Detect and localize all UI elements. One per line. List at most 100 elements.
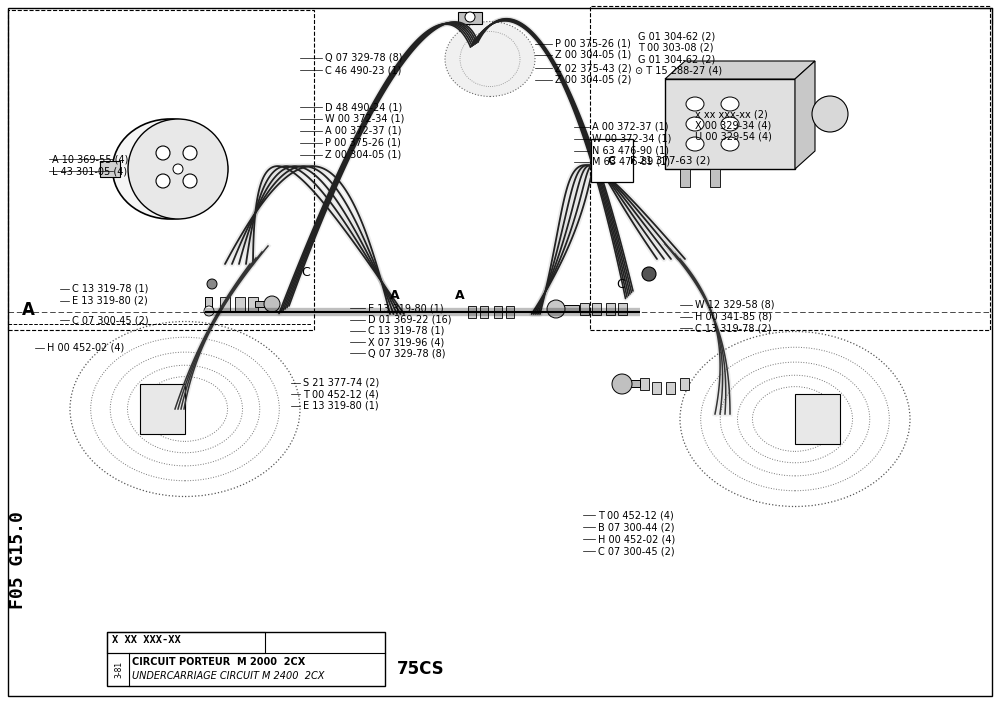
Circle shape xyxy=(465,12,475,22)
Text: A: A xyxy=(455,289,465,302)
Text: T 00 303-08 (2): T 00 303-08 (2) xyxy=(638,43,714,53)
Bar xyxy=(458,12,482,24)
Text: C: C xyxy=(617,277,625,291)
Text: M 2400  2CX: M 2400 2CX xyxy=(262,671,324,681)
Ellipse shape xyxy=(721,137,739,151)
Text: U 00 329-54 (4): U 00 329-54 (4) xyxy=(695,132,772,142)
Circle shape xyxy=(207,279,217,289)
Text: G 01 304-62 (2): G 01 304-62 (2) xyxy=(638,54,715,64)
Bar xyxy=(140,384,185,434)
Bar xyxy=(628,380,640,387)
Circle shape xyxy=(128,119,228,219)
Bar xyxy=(100,161,120,177)
Bar xyxy=(494,306,502,318)
Circle shape xyxy=(156,146,170,160)
Text: D 01 369-22 (16): D 01 369-22 (16) xyxy=(368,315,452,325)
Text: F 21 377-63 (2): F 21 377-63 (2) xyxy=(630,156,710,165)
Text: Q 07 329-78 (8): Q 07 329-78 (8) xyxy=(368,348,446,358)
Text: E 13 319-80 (1): E 13 319-80 (1) xyxy=(303,401,379,410)
Text: M 2000  2CX: M 2000 2CX xyxy=(237,657,305,667)
Text: X 00 329-34 (4): X 00 329-34 (4) xyxy=(695,120,771,130)
Circle shape xyxy=(173,164,183,174)
Circle shape xyxy=(156,174,170,188)
Bar xyxy=(563,305,579,312)
Text: F05 G15.0: F05 G15.0 xyxy=(9,511,27,609)
Text: Z 00 304-05 (2): Z 00 304-05 (2) xyxy=(555,75,631,84)
Text: C 13 319-78 (1): C 13 319-78 (1) xyxy=(368,326,444,336)
Text: A: A xyxy=(390,289,400,302)
Text: W 00 372-34 (1): W 00 372-34 (1) xyxy=(592,134,671,144)
Ellipse shape xyxy=(445,22,535,96)
Bar xyxy=(235,297,245,311)
Circle shape xyxy=(612,374,632,394)
Text: A 00 372-37 (1): A 00 372-37 (1) xyxy=(325,126,402,136)
Text: Z 00 304-05 (1): Z 00 304-05 (1) xyxy=(325,150,401,160)
Text: D 48 490-24 (1): D 48 490-24 (1) xyxy=(325,102,402,112)
Circle shape xyxy=(812,96,848,132)
Bar xyxy=(480,306,488,318)
Text: G 01 304-62 (2): G 01 304-62 (2) xyxy=(638,32,715,42)
Text: C 07 300-45 (2): C 07 300-45 (2) xyxy=(598,546,675,556)
Text: A 00 372-37 (1): A 00 372-37 (1) xyxy=(592,122,668,132)
Text: C 13 319-78 (2): C 13 319-78 (2) xyxy=(695,323,772,333)
Text: CIRCUIT PORTEUR: CIRCUIT PORTEUR xyxy=(132,657,230,667)
Polygon shape xyxy=(665,61,815,79)
Bar xyxy=(205,297,212,311)
Bar xyxy=(666,382,675,394)
Polygon shape xyxy=(795,61,815,169)
Bar xyxy=(680,169,690,187)
Bar xyxy=(606,303,615,315)
Ellipse shape xyxy=(721,97,739,111)
Text: H 00 452-02 (4): H 00 452-02 (4) xyxy=(47,343,124,353)
Bar xyxy=(640,378,649,390)
Text: E 13 319-80 (1): E 13 319-80 (1) xyxy=(368,303,444,313)
Text: x xx xxx-xx (2): x xx xxx-xx (2) xyxy=(695,109,768,119)
Text: E 13 319-80 (2): E 13 319-80 (2) xyxy=(72,296,148,306)
Bar xyxy=(580,303,589,315)
Text: H 00 452-02 (4): H 00 452-02 (4) xyxy=(598,534,675,544)
Text: C: C xyxy=(608,156,616,165)
FancyBboxPatch shape xyxy=(665,79,795,169)
Text: W 12 329-58 (8): W 12 329-58 (8) xyxy=(695,300,774,310)
Circle shape xyxy=(642,267,656,281)
Text: 75CS: 75CS xyxy=(397,660,445,678)
Text: Z 00 304-05 (1): Z 00 304-05 (1) xyxy=(555,50,631,60)
Text: M 63 476-89 (1): M 63 476-89 (1) xyxy=(592,157,670,167)
Text: UNDERCARRIAGE CIRCUIT: UNDERCARRIAGE CIRCUIT xyxy=(132,671,259,681)
Bar xyxy=(468,306,476,318)
Text: X 07 319-96 (4): X 07 319-96 (4) xyxy=(368,337,444,347)
Text: N 63 476-90 (1): N 63 476-90 (1) xyxy=(592,146,669,156)
Circle shape xyxy=(183,146,197,160)
Bar xyxy=(107,632,385,686)
Ellipse shape xyxy=(721,117,739,131)
Text: B 07 300-44 (2): B 07 300-44 (2) xyxy=(598,522,674,532)
Text: S 21 377-74 (2): S 21 377-74 (2) xyxy=(303,378,379,388)
Bar xyxy=(248,297,258,311)
Text: C 13 319-78 (1): C 13 319-78 (1) xyxy=(72,284,148,294)
Circle shape xyxy=(547,300,565,318)
Bar xyxy=(618,303,627,315)
Ellipse shape xyxy=(686,137,704,151)
Circle shape xyxy=(264,296,280,312)
Bar xyxy=(220,297,230,311)
Text: 3-81: 3-81 xyxy=(114,660,124,677)
Ellipse shape xyxy=(686,117,704,131)
Text: A: A xyxy=(22,301,35,319)
Text: X XX XXX-XX: X XX XXX-XX xyxy=(112,635,181,645)
Text: A 10 369-55 (4): A 10 369-55 (4) xyxy=(52,154,128,164)
Text: L 43 301-05 (4): L 43 301-05 (4) xyxy=(52,166,127,176)
Bar xyxy=(255,301,271,307)
Circle shape xyxy=(183,174,197,188)
Ellipse shape xyxy=(686,97,704,111)
Text: Q 07 329-78 (8): Q 07 329-78 (8) xyxy=(325,53,402,63)
Text: Z 02 375-43 (2): Z 02 375-43 (2) xyxy=(555,63,632,73)
Bar xyxy=(506,306,514,318)
Bar xyxy=(107,632,265,653)
Bar xyxy=(795,394,840,444)
Text: W 00 372-34 (1): W 00 372-34 (1) xyxy=(325,114,404,124)
Text: H 00 341-85 (8): H 00 341-85 (8) xyxy=(695,312,772,322)
Bar xyxy=(8,10,314,330)
Bar xyxy=(652,382,661,394)
Bar xyxy=(592,303,601,315)
Text: C 46 490-23 (1): C 46 490-23 (1) xyxy=(325,65,401,75)
